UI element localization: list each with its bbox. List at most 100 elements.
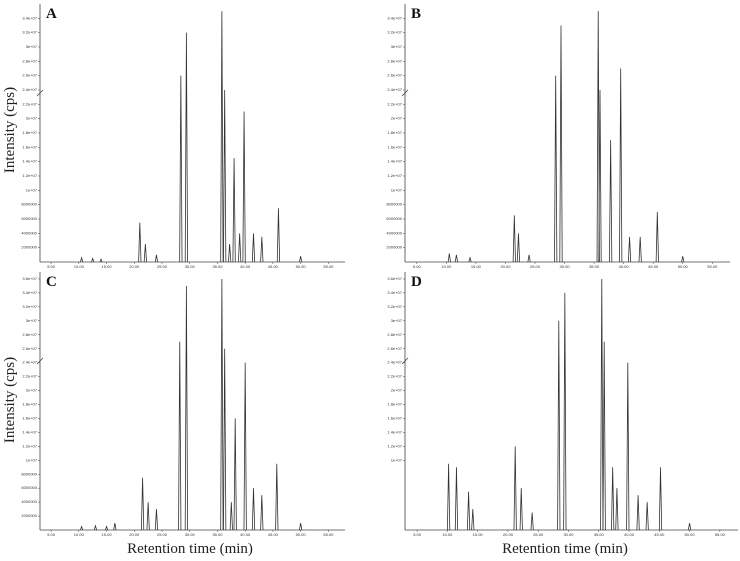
peak	[447, 253, 451, 263]
y-tick-label: 3e+07	[26, 318, 38, 323]
peak	[228, 244, 232, 263]
panel-label: C	[46, 274, 57, 290]
y-tick-label: 3.2e+07	[22, 30, 37, 35]
peak	[527, 254, 531, 263]
x-tick-label: 10.00	[441, 264, 452, 269]
y-tick-label: 2.8e+07	[387, 332, 402, 337]
peak	[223, 348, 227, 531]
y-tick-label: 2.4e+07	[22, 360, 37, 365]
panel-label: D	[411, 274, 422, 290]
peak	[275, 463, 279, 531]
peak	[251, 233, 256, 263]
y-tick-label: 1.4e+07	[387, 429, 402, 434]
panel-label: A	[46, 6, 57, 22]
y-tick-label: 3e+07	[391, 44, 403, 49]
peak	[179, 75, 183, 263]
y-tick-label: 2.4e+07	[22, 87, 37, 92]
axis-break	[36, 357, 44, 365]
x-tick-label: 35.00	[212, 264, 223, 269]
y-tick-label: 2.2e+07	[22, 101, 37, 106]
x-tick-label: 40.00	[619, 264, 630, 269]
x-tick-label: 15.00	[102, 264, 113, 269]
peak	[611, 467, 615, 531]
y-tick-label: 2.6e+07	[22, 346, 37, 351]
x-tick-label: 5.00	[413, 264, 422, 269]
peak	[299, 256, 303, 263]
y-tick-label: 1.6e+07	[387, 144, 402, 149]
y-tick-label: 1e+07	[26, 187, 38, 192]
y-tick-label: 4000000	[386, 230, 402, 235]
x-tick-label: 25.00	[530, 264, 541, 269]
x-tick-label: 35.00	[594, 532, 605, 537]
y-axis-label: Intensity (cps)	[2, 357, 18, 443]
x-tick-label: 30.00	[563, 532, 574, 537]
y-tick-label: 3.4e+07	[387, 290, 402, 295]
peak	[140, 477, 145, 531]
panel-label: B	[411, 6, 421, 22]
peak	[615, 488, 619, 531]
y-tick-label: 1.2e+07	[387, 173, 402, 178]
y-tick-label: 1e+07	[391, 187, 403, 192]
y-tick-label: 1e+07	[391, 457, 403, 462]
y-tick-label: 2.8e+07	[22, 58, 37, 63]
x-tick-label: 20.00	[503, 532, 514, 537]
x-tick-label: 55.00	[715, 532, 726, 537]
peak	[658, 467, 663, 531]
y-axis-label: Intensity (cps)	[2, 87, 18, 173]
peak	[260, 495, 264, 531]
y-tick-label: 3.6e+07	[22, 276, 37, 281]
peak	[233, 418, 237, 531]
x-tick-label: 5.00	[47, 532, 56, 537]
peak	[468, 256, 472, 263]
peak	[446, 463, 451, 531]
x-tick-label: 50.00	[685, 532, 696, 537]
x-axis-label: Retention time (min)	[127, 541, 253, 557]
y-tick-label: 1.6e+07	[387, 415, 402, 420]
peak	[184, 32, 189, 263]
y-tick-label: 1e+07	[26, 457, 38, 462]
peak	[530, 512, 534, 531]
peak	[598, 89, 602, 263]
x-tick-label: 15.00	[102, 532, 113, 537]
y-tick-label: 1.2e+07	[22, 173, 37, 178]
y-tick-label: 3.6e+07	[387, 276, 402, 281]
peak	[80, 525, 84, 531]
x-tick-label: 5.00	[413, 532, 422, 537]
x-tick-label: 45.00	[268, 264, 279, 269]
y-tick-label: 6000000	[21, 216, 37, 221]
y-tick-label: 3e+07	[26, 44, 38, 49]
peak	[242, 111, 246, 263]
y-tick-label: 2000000	[21, 513, 37, 518]
peak	[178, 341, 182, 531]
y-tick-label: 2.2e+07	[22, 374, 37, 379]
x-tick-label: 30.00	[185, 532, 196, 537]
peak	[513, 446, 517, 531]
peak	[232, 158, 236, 263]
x-tick-label: 20.00	[129, 264, 140, 269]
y-tick-label: 1.2e+07	[387, 443, 402, 448]
y-tick-label: 1.6e+07	[22, 144, 37, 149]
y-tick-label: 3.4e+07	[387, 15, 402, 20]
y-tick-label: 2e+07	[26, 388, 38, 393]
y-tick-label: 2.8e+07	[22, 332, 37, 337]
x-tick-label: 10.00	[442, 532, 453, 537]
y-tick-label: 3.4e+07	[22, 15, 37, 20]
y-tick-label: 6000000	[21, 485, 37, 490]
peak	[154, 509, 159, 531]
x-tick-label: 20.00	[500, 264, 511, 269]
peak	[602, 341, 606, 531]
peak	[220, 278, 224, 531]
peak	[146, 502, 150, 531]
y-tick-label: 3.4e+07	[22, 290, 37, 295]
y-tick-label: 4000000	[21, 499, 37, 504]
y-tick-label: 2.6e+07	[22, 73, 37, 78]
peak	[454, 467, 459, 531]
y-tick-label: 3.2e+07	[387, 30, 402, 35]
y-tick-label: 2.8e+07	[387, 58, 402, 63]
x-tick-label: 30.00	[185, 264, 196, 269]
x-tick-label: 20.00	[129, 532, 140, 537]
x-tick-label: 50.00	[296, 532, 307, 537]
x-tick-label: 45.00	[654, 532, 665, 537]
x-tick-label: 45.00	[648, 264, 659, 269]
peak	[609, 140, 613, 263]
